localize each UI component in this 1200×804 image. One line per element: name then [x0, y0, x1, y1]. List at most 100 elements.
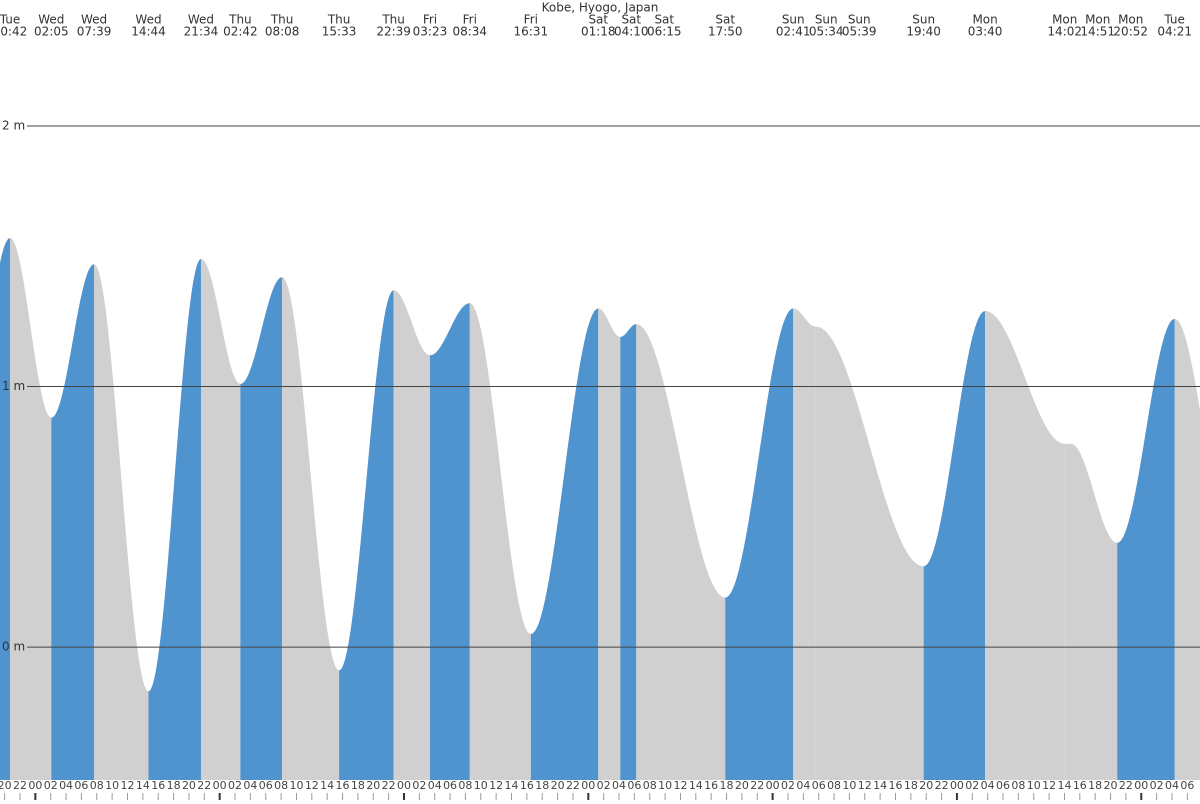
hour-label: 16 — [151, 779, 165, 792]
extreme-day: Wed — [38, 13, 64, 27]
falling-tide — [815, 326, 817, 780]
falling-tide — [816, 326, 924, 780]
extreme-day: Sun — [782, 13, 805, 27]
hour-label: 00 — [766, 779, 780, 792]
hour-label: 02 — [965, 779, 979, 792]
rising-tide — [429, 303, 470, 780]
extreme-day: Sat — [715, 13, 735, 27]
falling-tide — [393, 290, 430, 780]
hour-label: 02 — [1150, 779, 1164, 792]
hour-label: 22 — [1119, 779, 1133, 792]
hour-label: 14 — [505, 779, 519, 792]
extreme-day: Thu — [270, 13, 294, 27]
hour-label: 22 — [13, 779, 27, 792]
hour-label: 06 — [996, 779, 1010, 792]
hour-label: 12 — [673, 779, 687, 792]
hour-label: 08 — [827, 779, 841, 792]
falling-tide — [1064, 443, 1071, 780]
extreme-time: 14:51 — [1080, 25, 1115, 39]
hour-label: 00 — [213, 779, 227, 792]
hour-label: 16 — [1073, 779, 1087, 792]
hour-label: 12 — [858, 779, 872, 792]
extreme-day: Wed — [188, 13, 214, 27]
hour-label: 00 — [28, 779, 42, 792]
extreme-time: 06:15 — [647, 25, 682, 39]
hour-label: 18 — [351, 779, 365, 792]
hour-label: 02 — [412, 779, 426, 792]
falling-tide — [598, 308, 621, 780]
hour-label: 18 — [535, 779, 549, 792]
extreme-time: 08:08 — [265, 25, 300, 39]
hour-label: 20 — [366, 779, 380, 792]
extreme-time: 20:52 — [1113, 25, 1148, 39]
hour-label: 20 — [1104, 779, 1118, 792]
extreme-time: 02:41 — [776, 25, 811, 39]
extreme-day: Sun — [848, 13, 871, 27]
falling-tide — [636, 324, 726, 780]
extreme-day: Tue — [0, 13, 20, 27]
hour-label: 00 — [581, 779, 595, 792]
extreme-day: Sat — [621, 13, 641, 27]
hour-label: 00 — [1134, 779, 1148, 792]
hour-label: 06 — [627, 779, 641, 792]
hour-label: 06 — [1180, 779, 1194, 792]
hour-label: 12 — [305, 779, 319, 792]
extreme-day: Tue — [1163, 13, 1185, 27]
hour-label: 08 — [1011, 779, 1025, 792]
hour-label: 20 — [919, 779, 933, 792]
hour-label: 04 — [59, 779, 73, 792]
rising-tide — [923, 310, 986, 780]
extreme-day: Mon — [1052, 13, 1077, 27]
hour-label: 14 — [873, 779, 887, 792]
hour-label: 10 — [842, 779, 856, 792]
hour-label: 16 — [704, 779, 718, 792]
extreme-time: 07:39 — [77, 25, 112, 39]
extreme-day: Wed — [135, 13, 161, 27]
hour-label: 12 — [1042, 779, 1056, 792]
hour-label: 04 — [612, 779, 626, 792]
extreme-time: 01:18 — [581, 25, 616, 39]
hour-label: 10 — [474, 779, 488, 792]
hour-label: 08 — [90, 779, 104, 792]
extreme-time: 02:05 — [34, 25, 69, 39]
extreme-day: Sun — [815, 13, 838, 27]
extreme-time: 15:33 — [322, 25, 357, 39]
extreme-time: 16:31 — [514, 25, 549, 39]
hour-label: 22 — [566, 779, 580, 792]
area-edge — [0, 238, 10, 780]
hour-label: 20 — [551, 779, 565, 792]
extreme-day: Fri — [524, 13, 538, 27]
rising-tide — [725, 308, 794, 780]
hour-label: 20 — [0, 779, 12, 792]
hour-label: 00 — [950, 779, 964, 792]
extreme-time: 02:42 — [223, 25, 258, 39]
hour-label: 10 — [1027, 779, 1041, 792]
chart-title: Kobe, Hyogo, Japan — [542, 1, 659, 15]
falling-tide — [793, 308, 816, 780]
hour-label: 08 — [274, 779, 288, 792]
hour-label: 02 — [228, 779, 242, 792]
hour-label: 10 — [658, 779, 672, 792]
rising-tide — [339, 290, 394, 780]
hour-label: 00 — [397, 779, 411, 792]
falling-tide — [282, 277, 340, 780]
hour-label: 20 — [182, 779, 196, 792]
extreme-time: 14:02 — [1047, 25, 1082, 39]
extreme-day: Wed — [81, 13, 107, 27]
extreme-time: 19:40 — [906, 25, 941, 39]
hour-label: 14 — [1057, 779, 1071, 792]
rising-tide — [148, 258, 201, 780]
extreme-day: Fri — [463, 13, 477, 27]
extreme-day: Fri — [423, 13, 437, 27]
hour-label: 22 — [935, 779, 949, 792]
falling-tide — [1070, 443, 1118, 780]
extreme-day: Thu — [327, 13, 351, 27]
extreme-time: 03:40 — [968, 25, 1003, 39]
extreme-time: 22:39 — [376, 25, 411, 39]
extreme-time: 05:34 — [809, 25, 844, 39]
hour-label: 04 — [243, 779, 257, 792]
hour-label: 04 — [981, 779, 995, 792]
hour-label: 06 — [74, 779, 88, 792]
hour-label: 06 — [259, 779, 273, 792]
